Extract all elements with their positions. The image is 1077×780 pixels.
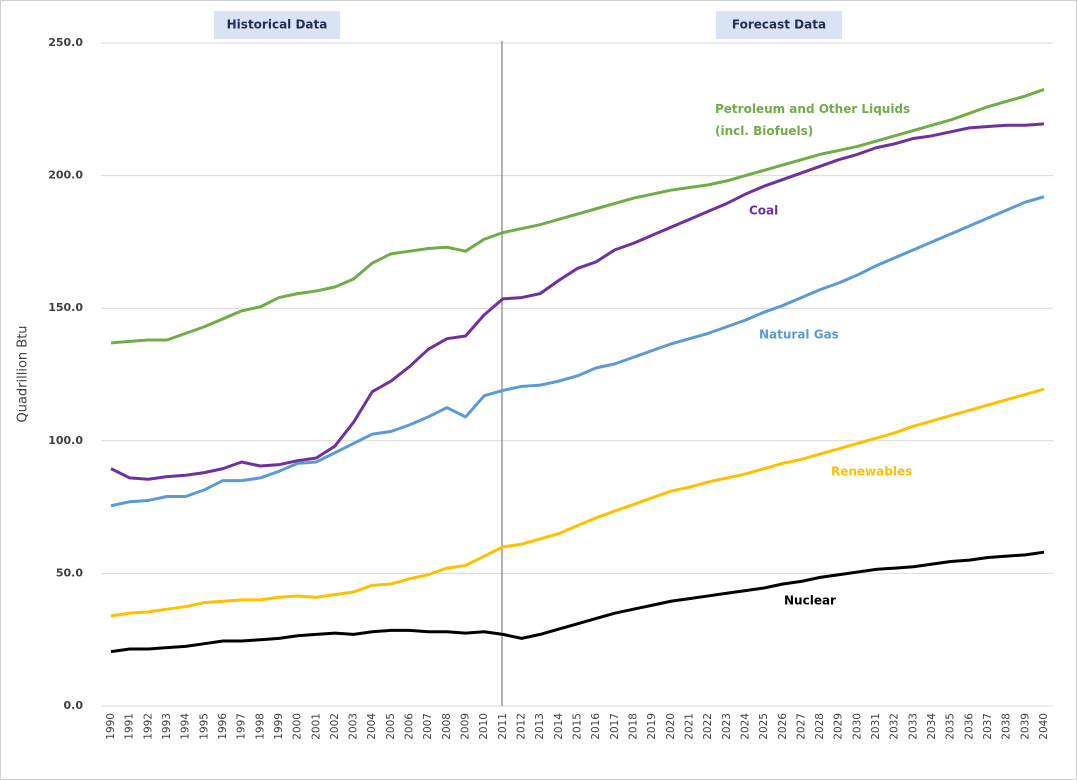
x-tick-label: 1991 bbox=[124, 713, 136, 740]
x-tick-label: 2033 bbox=[907, 713, 919, 740]
x-tick-label: 2024 bbox=[739, 713, 751, 740]
y-tick-label: 150.0 bbox=[48, 301, 83, 314]
x-tick-label: 2016 bbox=[590, 713, 602, 740]
x-tick-label: 2019 bbox=[646, 713, 658, 740]
x-tick-label: 2017 bbox=[609, 713, 621, 740]
x-tick-label: 2034 bbox=[926, 713, 938, 740]
x-tick-label: 2026 bbox=[777, 713, 789, 740]
x-tick-label: 2030 bbox=[851, 713, 863, 740]
x-tick-label: 2022 bbox=[702, 713, 714, 740]
x-tick-label: 2032 bbox=[889, 713, 901, 740]
x-tick-label: 1992 bbox=[142, 713, 154, 740]
x-tick-label: 2023 bbox=[721, 713, 733, 740]
series-label: Nuclear bbox=[784, 594, 836, 608]
x-tick-label: 2003 bbox=[348, 713, 360, 740]
x-tick-label: 1998 bbox=[254, 713, 266, 740]
x-tick-label: 2012 bbox=[516, 713, 528, 740]
x-tick-label: 2038 bbox=[1001, 713, 1013, 740]
x-tick-label: 2008 bbox=[441, 713, 453, 740]
x-tick-label: 2013 bbox=[534, 713, 546, 740]
x-tick-label: 1990 bbox=[105, 713, 117, 740]
x-tick-label: 2028 bbox=[814, 713, 826, 740]
x-tick-label: 2037 bbox=[982, 713, 994, 740]
x-tick-label: 1997 bbox=[236, 713, 248, 740]
x-tick-label: 2025 bbox=[758, 713, 770, 740]
x-tick-label: 2039 bbox=[1019, 713, 1031, 740]
series-label: Petroleum and Other Liquids (incl. Biofue… bbox=[715, 102, 910, 138]
x-tick-label: 2027 bbox=[795, 713, 807, 740]
y-tick-label: 50.0 bbox=[56, 566, 83, 579]
x-tick-label: 2029 bbox=[833, 713, 845, 740]
x-tick-label: 1999 bbox=[273, 713, 285, 740]
x-tick-label: 2021 bbox=[683, 713, 695, 740]
x-tick-label: 2035 bbox=[945, 713, 957, 740]
y-tick-label: 250.0 bbox=[48, 36, 83, 49]
x-tick-label: 1993 bbox=[161, 713, 173, 740]
y-tick-label: 200.0 bbox=[48, 169, 83, 182]
x-tick-label: 2009 bbox=[460, 713, 472, 740]
y-axis-label: Quadrillion Btu bbox=[16, 325, 31, 422]
x-tick-label: 2000 bbox=[292, 713, 304, 740]
x-tick-label: 2036 bbox=[963, 713, 975, 740]
x-tick-label: 2010 bbox=[478, 713, 490, 740]
forecast-box bbox=[716, 11, 842, 39]
x-tick-label: 2015 bbox=[572, 713, 584, 740]
x-tick-label: 2006 bbox=[404, 713, 416, 740]
historical-box bbox=[214, 11, 340, 39]
x-tick-label: 2002 bbox=[329, 713, 341, 740]
series-label: Renewables bbox=[831, 465, 912, 479]
x-tick-label: 2020 bbox=[665, 713, 677, 740]
x-tick-label: 1996 bbox=[217, 713, 229, 740]
series-line bbox=[110, 195, 1045, 508]
x-tick-label: 2001 bbox=[310, 713, 322, 740]
series-line bbox=[110, 122, 1045, 481]
x-tick-label: 2005 bbox=[385, 713, 397, 740]
x-tick-label: 1994 bbox=[180, 713, 192, 740]
x-tick-label: 2031 bbox=[870, 713, 882, 740]
series-label: Natural Gas bbox=[759, 328, 839, 342]
x-tick-label: 2011 bbox=[497, 713, 509, 740]
x-tick-label: 2004 bbox=[366, 713, 378, 740]
x-tick-label: 2007 bbox=[422, 713, 434, 740]
series-line bbox=[110, 550, 1045, 654]
series-label: Coal bbox=[749, 204, 778, 218]
x-tick-label: 1995 bbox=[198, 713, 210, 740]
x-tick-label: 2014 bbox=[553, 713, 565, 740]
forecast-label: Forecast Data bbox=[732, 18, 826, 32]
x-tick-label: 2018 bbox=[627, 713, 639, 740]
historical-label: Historical Data bbox=[227, 18, 328, 32]
y-tick-label: 0.0 bbox=[64, 699, 84, 712]
x-tick-label: 2040 bbox=[1038, 713, 1050, 740]
series-line bbox=[110, 87, 1045, 345]
series-line bbox=[110, 387, 1045, 618]
y-tick-label: 100.0 bbox=[48, 434, 83, 447]
